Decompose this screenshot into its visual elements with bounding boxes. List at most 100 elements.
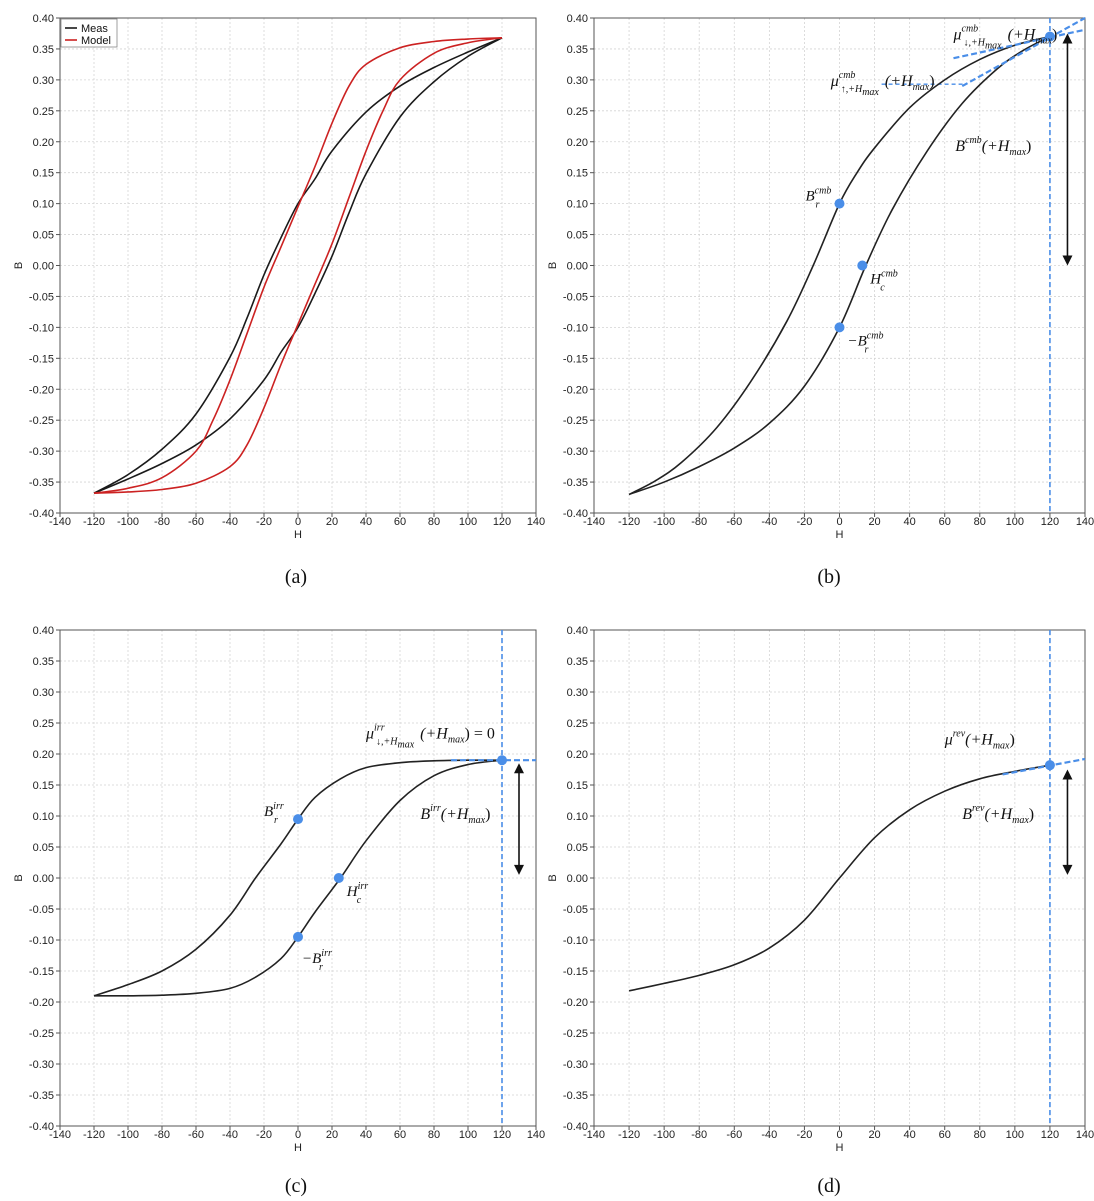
x-tick-label: 20 (868, 516, 880, 528)
annotation-tail-sub: max (993, 741, 1010, 752)
y-tick-label: 0.40 (33, 13, 54, 25)
annotation-sub-max: max (985, 41, 1002, 52)
annotation-tail: (+H (1008, 27, 1037, 44)
annotation-tail-sub: max (1012, 815, 1029, 826)
annotation-label: μirr ↓,+Hmax(+Hmax) = 0 (365, 723, 495, 751)
y-tick-label: -0.35 (29, 1090, 54, 1102)
x-tick-label: -40 (222, 1129, 238, 1141)
y-tick-label: -0.35 (563, 1090, 588, 1102)
x-tick-label: 100 (459, 1129, 477, 1141)
point-label-base: −B (302, 951, 321, 967)
x-tick-label: -60 (726, 1129, 742, 1141)
x-tick-label: 60 (394, 1129, 406, 1141)
x-tick-label: 40 (360, 516, 372, 528)
y-axis-label: B (547, 262, 559, 269)
point-label-sup: irr (273, 801, 284, 812)
x-tick-label: -140 (583, 1129, 605, 1141)
annotation-sup: cmb (839, 70, 856, 81)
arrow-head-up-icon (1062, 33, 1073, 44)
x-tick-label: 20 (326, 516, 338, 528)
point-label-sub: r (816, 200, 820, 211)
legend-entry: Meas (81, 23, 108, 35)
annotation-tail: (+H (984, 806, 1013, 823)
series-line-branch-0 (628, 764, 1051, 992)
x-tick-label: -100 (117, 1129, 139, 1141)
x-tick-label: -120 (618, 516, 640, 528)
y-tick-label: -0.05 (29, 904, 54, 916)
annotation-close: ) (1010, 732, 1015, 749)
x-tick-label: -20 (796, 516, 812, 528)
y-tick-label: 0.40 (567, 625, 588, 637)
annotation-tail-sub: max (913, 82, 930, 93)
annotation-base: μ (944, 732, 953, 749)
x-tick-label: -80 (691, 1129, 707, 1141)
x-tick-label: 80 (974, 1129, 986, 1141)
point-label-sup: irr (321, 948, 332, 959)
series-line-model-branch-1 (93, 37, 503, 494)
y-tick-label: 0.20 (33, 137, 54, 149)
annotation-label: μrev(+Hmax) (944, 729, 1015, 752)
y-tick-label: -0.05 (563, 291, 588, 303)
x-tick-label: 120 (493, 1129, 511, 1141)
y-axis-label: B (547, 874, 559, 881)
y-tick-label: 0.20 (567, 137, 588, 149)
mu-symbol: μ (830, 73, 839, 90)
marker-point (857, 260, 868, 271)
y-tick-label: -0.10 (563, 935, 588, 947)
series-line-branch-0 (628, 35, 1051, 496)
annotation-sup: rev (972, 803, 985, 814)
x-tick-label: 140 (527, 1129, 545, 1141)
annotation-label: Bcmb(+Hmax) (955, 135, 1031, 158)
y-tick-label: 0.35 (567, 656, 588, 668)
annotation-tail: (+H (420, 726, 449, 743)
x-tick-label: 40 (904, 516, 916, 528)
x-tick-label: 0 (295, 516, 301, 528)
annotation-tail-sub: max (1009, 147, 1026, 158)
x-tick-label: 40 (904, 1129, 916, 1141)
legend-entry: Model (81, 35, 111, 47)
grid-lines (59, 17, 537, 514)
y-tick-label: -0.15 (29, 353, 54, 365)
point-label-base: B (806, 189, 815, 205)
point-label-sub: r (319, 962, 323, 973)
chart-panel-d: -140 -120 -100 -80 -60 -40 -20 0 20 40 60 80 100 120 1… (547, 625, 1094, 1197)
y-tick-label: -0.30 (29, 446, 54, 458)
panel-caption: (b) (817, 566, 840, 588)
y-tick-label: 0.10 (33, 199, 54, 211)
x-tick-label: 20 (868, 1129, 880, 1141)
x-tick-label: 0 (295, 1129, 301, 1141)
x-tick-label: -60 (188, 516, 204, 528)
point-label-base: H (869, 272, 882, 288)
y-tick-label: -0.30 (563, 446, 588, 458)
series-line-model-branch-0 (93, 37, 503, 494)
mu-symbol: μ (365, 726, 374, 743)
annotation-label: μcmb ↑,+Hmax(+Hmax) (830, 70, 935, 98)
x-tick-label: 20 (326, 1129, 338, 1141)
x-tick-label: 60 (394, 516, 406, 528)
x-tick-label: -20 (256, 1129, 272, 1141)
annotation-tail: (+H (965, 732, 994, 749)
annotation-sub-max: max (862, 87, 879, 98)
x-tick-label: -80 (691, 516, 707, 528)
point-label-sub: c (357, 895, 362, 906)
tangent-line (953, 28, 1086, 60)
y-tick-label: -0.20 (563, 384, 588, 396)
x-tick-label: 100 (1006, 1129, 1024, 1141)
y-tick-label: -0.10 (29, 322, 54, 334)
y-tick-label: -0.25 (563, 1028, 588, 1040)
y-tick-label: 0.05 (567, 842, 588, 854)
x-tick-label: -40 (222, 516, 238, 528)
annotation-sub-max: max (397, 740, 414, 751)
x-tick-label: 0 (836, 1129, 842, 1141)
x-tick-label: 60 (939, 516, 951, 528)
x-tick-label: 0 (836, 516, 842, 528)
x-tick-label: -20 (796, 1129, 812, 1141)
x-tick-label: -80 (154, 516, 170, 528)
y-tick-label: 0.35 (33, 656, 54, 668)
marker-point (497, 755, 507, 766)
x-tick-label: 120 (1041, 1129, 1059, 1141)
y-tick-label: -0.10 (563, 322, 588, 334)
annotation-close: ) (1029, 806, 1034, 823)
chart-panel-a: -140 -120 -100 -80 -60 -40 -20 0 20 40 60 80 100 120 1… (13, 13, 545, 588)
annotation-base: B (955, 138, 965, 155)
